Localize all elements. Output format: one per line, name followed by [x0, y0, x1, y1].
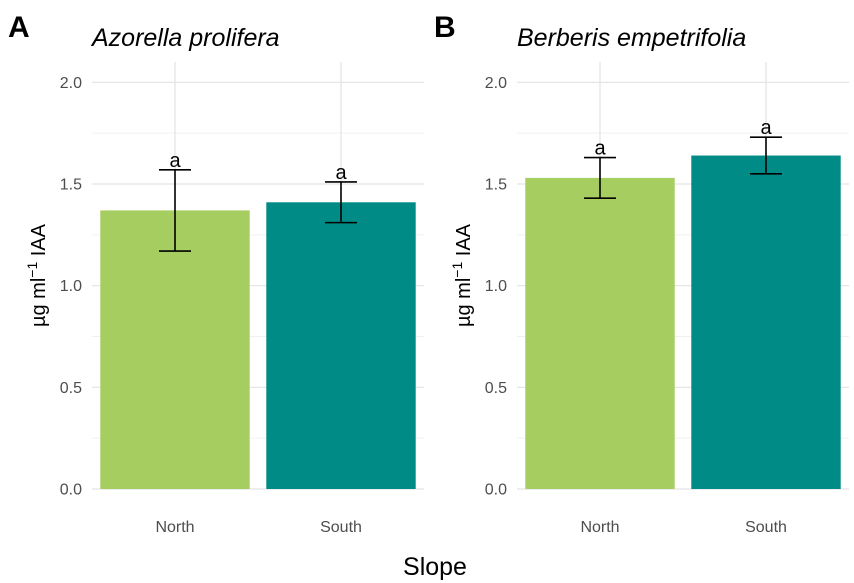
error-bar-south [750, 136, 782, 175]
y-tick-label: 2.0 [485, 75, 507, 92]
bar-north [525, 177, 675, 489]
bar-south [691, 155, 841, 490]
error-bar-north [584, 156, 616, 200]
significance-letter: a [760, 117, 772, 139]
bar-north [100, 210, 250, 489]
chart-panel-a: 0.0 0.5 1.0 1.5 2.0 a a North South A Azorella pro… [8, 11, 424, 536]
error-bar-north [159, 168, 191, 252]
y-tick-label: 1.5 [60, 177, 82, 194]
x-tick-label: North [580, 519, 619, 536]
significance-letter: a [594, 138, 606, 160]
error-bar-south [325, 181, 357, 224]
panel-letter: B [434, 11, 456, 44]
y-axis-label: µg ml−1 IAA [449, 223, 475, 327]
chart-panel-b: 0.0 0.5 1.0 1.5 2.0 a a North South B Berberis emp… [434, 11, 849, 536]
y-tick-label: 1.0 [60, 278, 82, 295]
y-tick-label: 1.0 [485, 278, 507, 295]
x-tick-label: South [320, 519, 362, 536]
x-tick-label: South [745, 519, 787, 536]
y-tick-label: 0.0 [485, 482, 507, 499]
y-tick-label: 0.5 [60, 380, 82, 397]
x-axis-label: Slope [403, 553, 467, 581]
significance-letter: a [169, 150, 181, 172]
y-tick-label: 0.0 [60, 482, 82, 499]
x-tick-label: North [155, 519, 194, 536]
panel-title: Azorella prolifera [90, 24, 280, 52]
significance-letter: a [335, 162, 347, 184]
y-tick-label: 2.0 [60, 75, 82, 92]
y-axis-label: µg ml−1 IAA [24, 223, 50, 327]
y-tick-label: 0.5 [485, 380, 507, 397]
panel-letter: A [8, 11, 30, 44]
y-tick-label: 1.5 [485, 177, 507, 194]
bar-south [266, 202, 416, 490]
panel-title: Berberis empetrifolia [517, 24, 746, 52]
